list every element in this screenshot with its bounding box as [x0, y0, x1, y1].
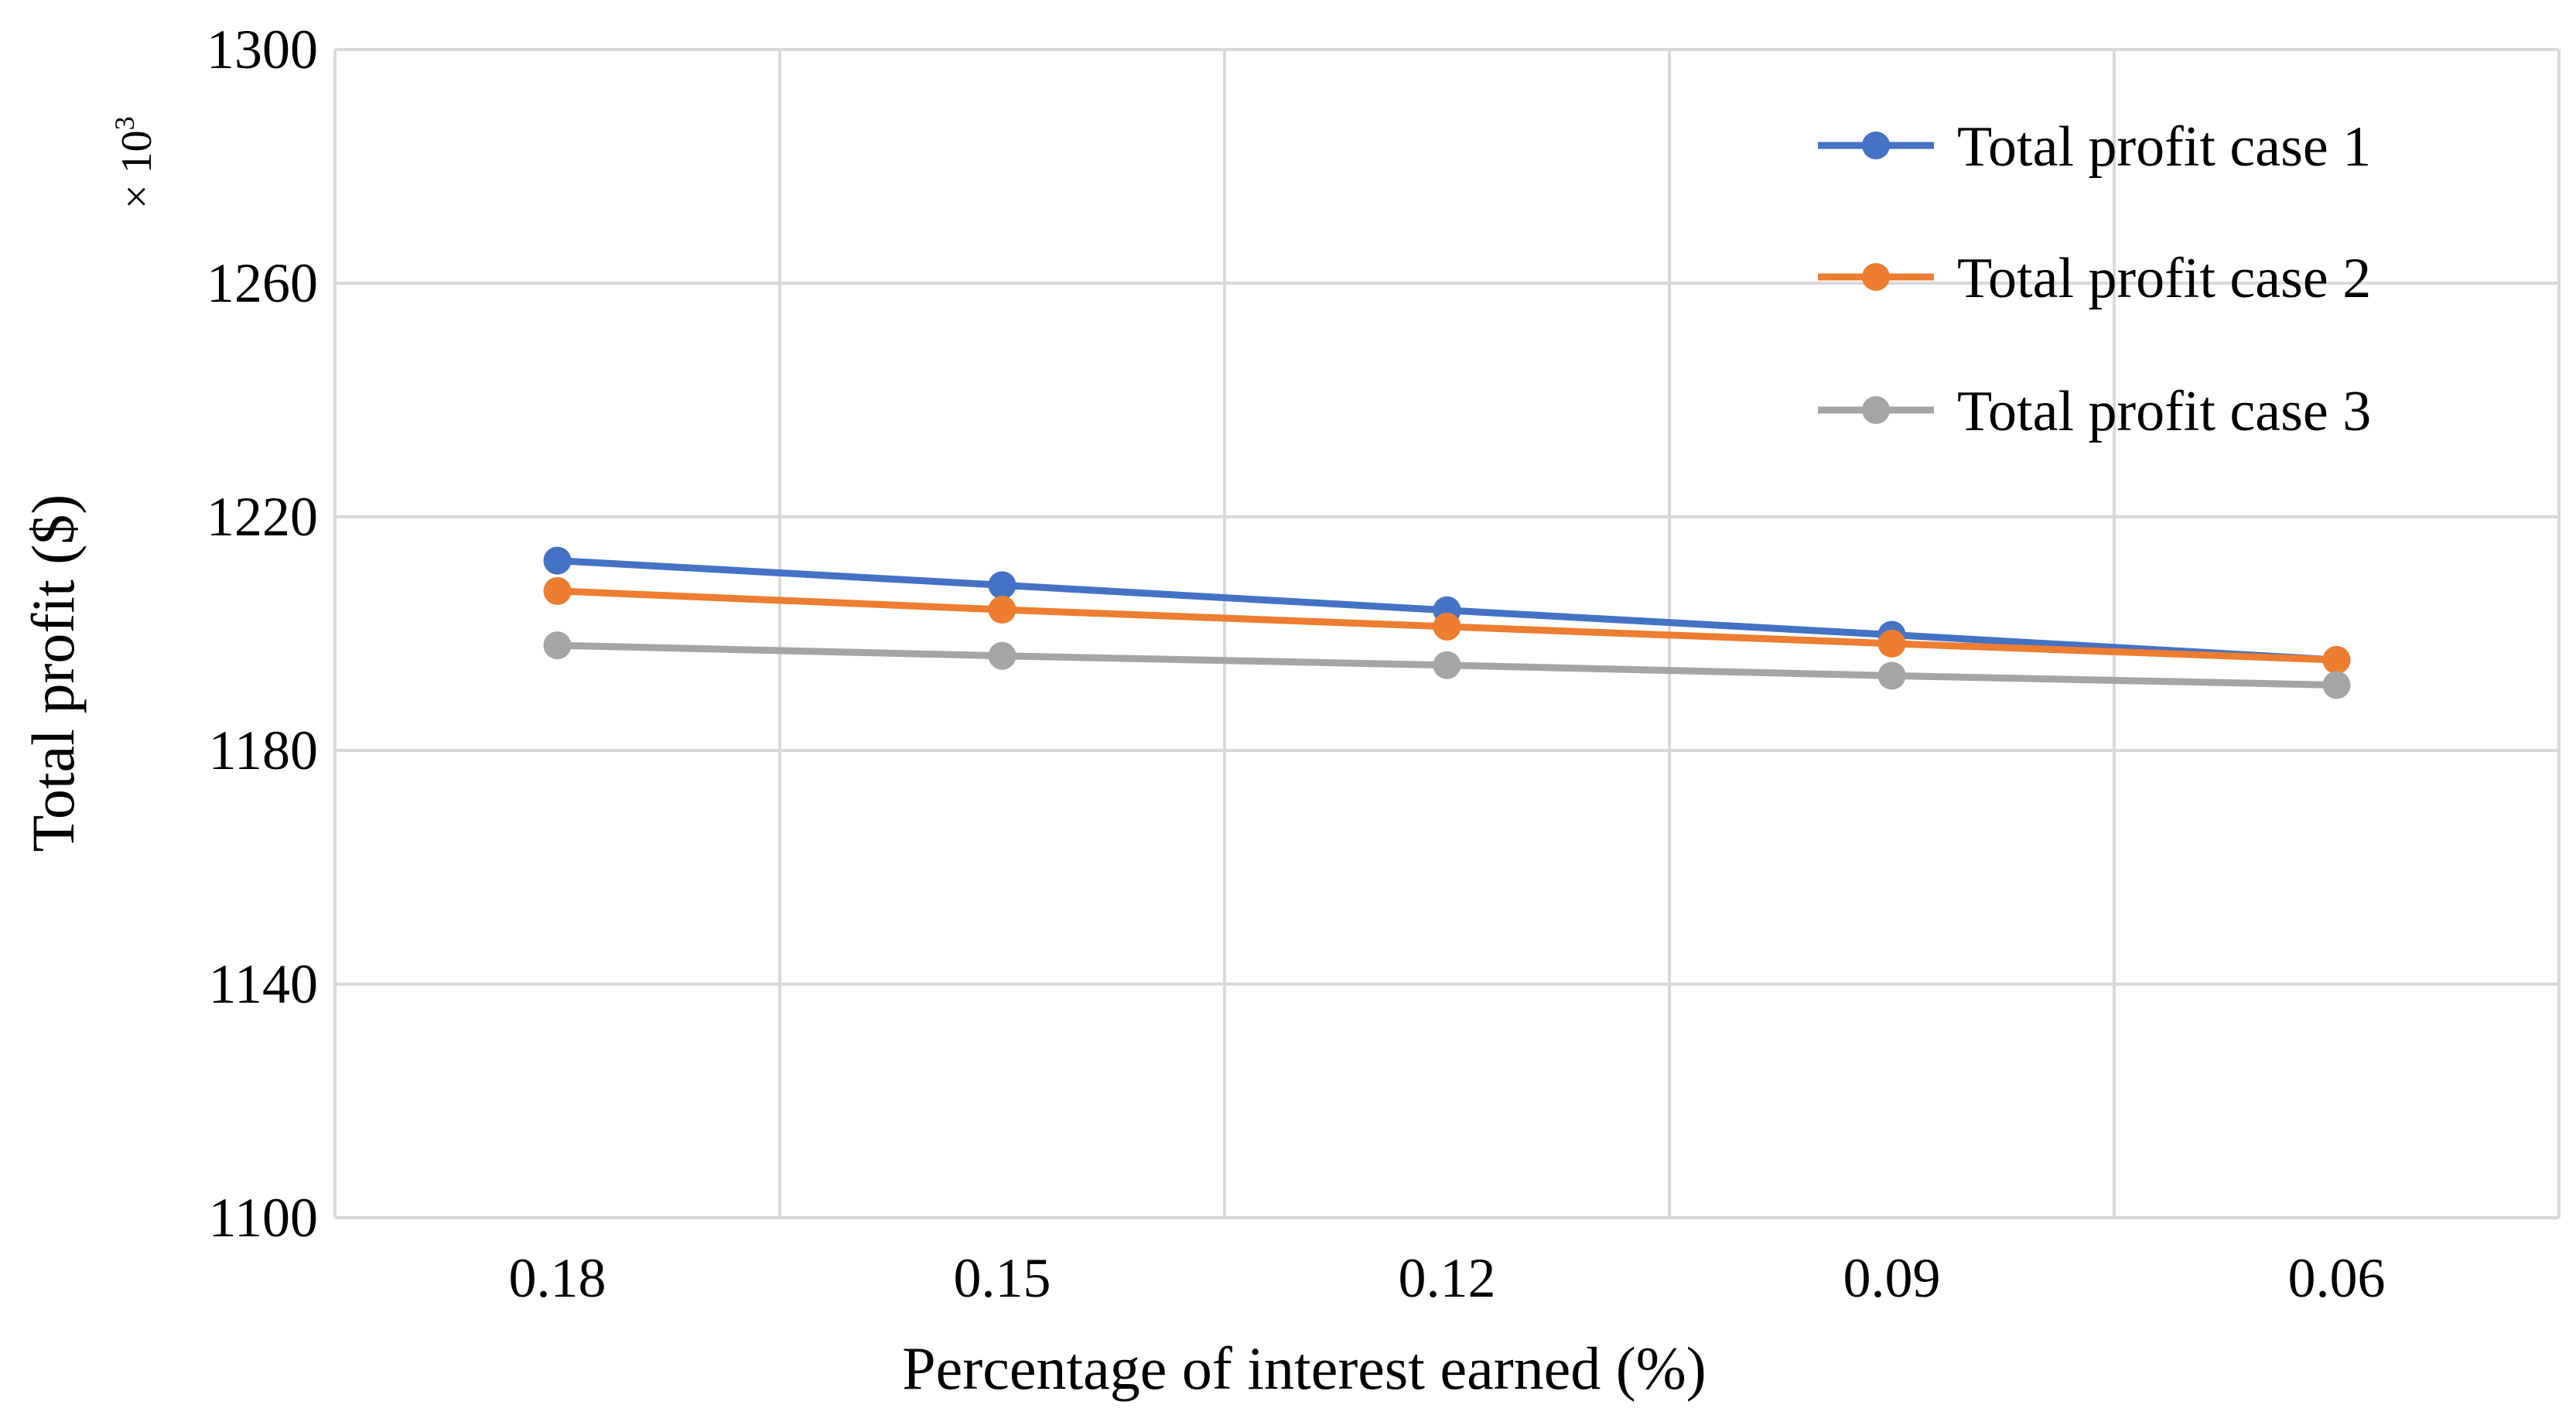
x-tick-label: 0.06: [2288, 1247, 2386, 1309]
data-point: [543, 631, 572, 660]
data-point: [988, 571, 1016, 600]
gridlines: [333, 48, 2561, 1219]
data-point: [2322, 645, 2351, 674]
data-point: [1877, 629, 1906, 658]
y-tick-label: 1100: [209, 1187, 318, 1249]
y-tick-label: 1260: [207, 252, 318, 314]
axes: 1100 1140 1180 1220 1260 1300 0.18 0.15 0.12 0.09…: [207, 19, 2386, 1309]
legend-label: Total profit case 2: [1957, 247, 2371, 310]
y-tick-label: 1300: [207, 19, 318, 80]
y-tick-label: 1180: [209, 720, 318, 781]
data-point: [543, 576, 572, 605]
series: [543, 546, 2351, 699]
y-axis-multiplier-prefix: × 10: [113, 130, 161, 209]
x-axis-title: Percentage of interest earned (%): [902, 1335, 1706, 1402]
y-tick-label: 1220: [207, 486, 318, 548]
data-point: [2322, 671, 2351, 699]
legend-swatch-marker: [1862, 263, 1890, 291]
data-point: [988, 596, 1016, 624]
y-axis-title: Total profit ($): [19, 494, 87, 852]
legend-item-2: Total profit case 2: [1818, 247, 2371, 310]
series-2: [543, 576, 2351, 674]
x-tick-label: 0.18: [509, 1247, 606, 1309]
data-point: [1433, 651, 1461, 679]
y-tick-label: 1140: [209, 953, 318, 1015]
legend-swatch-marker: [1862, 132, 1890, 159]
data-point: [988, 641, 1016, 670]
legend: Total profit case 1 Total profit case 2 To…: [1818, 115, 2371, 443]
x-tick-label: 0.12: [1399, 1247, 1496, 1309]
data-point: [1433, 612, 1461, 641]
legend-label: Total profit case 1: [1957, 115, 2371, 179]
x-tick-label: 0.09: [1843, 1247, 1941, 1309]
data-point: [1877, 661, 1906, 690]
legend-label: Total profit case 3: [1957, 380, 2371, 443]
x-tick-label: 0.15: [954, 1247, 1051, 1309]
legend-item-3: Total profit case 3: [1818, 380, 2371, 443]
y-axis-multiplier: × 103: [109, 116, 161, 209]
legend-swatch-marker: [1862, 396, 1890, 424]
series-3: [543, 631, 2351, 699]
data-point: [543, 546, 572, 575]
y-axis-multiplier-exponent: 3: [109, 116, 140, 130]
legend-item-1: Total profit case 1: [1818, 115, 2371, 179]
